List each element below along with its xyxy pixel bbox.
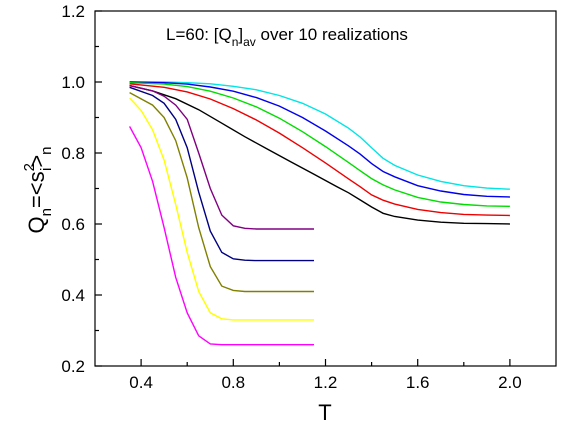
series-layer: [128, 81, 510, 346]
x-axis-ticks: 0.4 0.8 1.2 1.6 2.0: [129, 359, 522, 392]
x-tick-label: 0.8: [221, 373, 245, 392]
series-line-3: [129, 82, 510, 207]
x-axis-label: T: [318, 400, 331, 425]
y-tick-label: 0.4: [61, 286, 85, 305]
series-line-7: [129, 86, 314, 262]
x-tick-label: 2.0: [498, 373, 522, 392]
x-tick-label: 1.6: [406, 373, 430, 392]
x-tick-label: 1.2: [314, 373, 338, 392]
series-line-4: [129, 83, 510, 217]
y-axis-label: Qn=<s2i>n: [21, 146, 55, 233]
series-line-5: [129, 84, 510, 225]
y-axis-ticks: 0.2 0.4 0.6 0.8 1.0 1.2: [61, 2, 102, 376]
series-line-9: [129, 97, 314, 321]
series-line-10: [128, 126, 314, 346]
y-tick-label: 1.0: [61, 73, 85, 92]
series-line-6: [129, 84, 314, 230]
y-tick-label: 0.2: [61, 357, 85, 376]
series-line-8: [129, 91, 314, 293]
chart-annotation: L=60: [Qn]av over 10 realizations: [166, 25, 408, 49]
series-line-1: [129, 81, 510, 190]
x-tick-label: 0.4: [129, 373, 153, 392]
y-tick-label: 0.6: [61, 215, 85, 234]
y-tick-label: 1.2: [61, 2, 85, 21]
y-tick-label: 0.8: [61, 144, 85, 163]
series-line-2: [129, 81, 510, 198]
